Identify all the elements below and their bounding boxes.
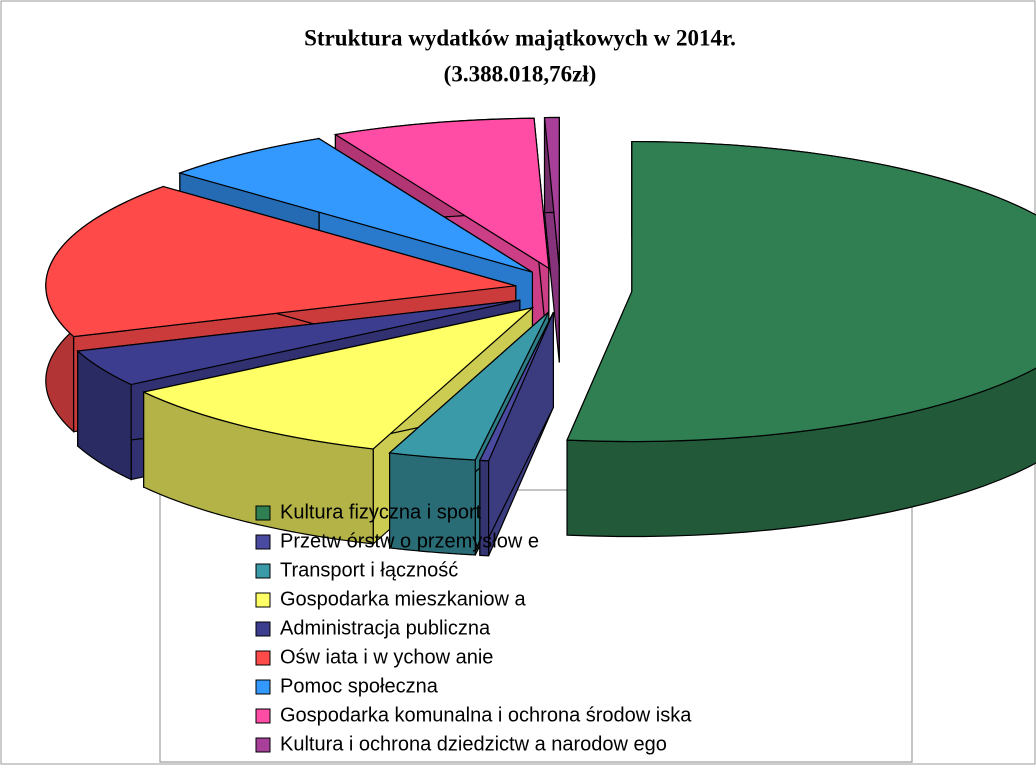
chart-title: Struktura wydatków majątkowych w 2014r. — [304, 25, 736, 50]
legend-label: Gospodarka komunalna i ochrona środow is… — [280, 704, 692, 726]
legend-swatch — [255, 650, 271, 666]
pie-slice — [543, 116, 560, 363]
slice-top — [141, 306, 535, 450]
legend-swatch — [255, 563, 271, 579]
legend-label: Kultura fizyczna i sport — [280, 501, 482, 523]
slice-top — [478, 311, 554, 462]
legend-swatch — [255, 592, 271, 608]
slice-top — [388, 311, 550, 461]
legend-swatch — [255, 679, 271, 695]
slice-top — [566, 140, 1036, 443]
chart-subtitle: (3.388.018,76zł) — [444, 61, 597, 86]
legend-label: Transport i łączność — [280, 559, 458, 581]
legend-label: Przetw órstw o przemysłow e — [280, 530, 539, 552]
legend-swatch — [255, 708, 271, 724]
slice-top — [45, 185, 516, 338]
legend-label: Gospodarka mieszkaniow a — [280, 588, 527, 610]
pie-slice — [566, 140, 1036, 538]
legend-swatch — [255, 534, 271, 550]
slice-top — [543, 116, 560, 268]
slice-top — [76, 299, 521, 386]
legend-label: Ośw iata i w ychow anie — [280, 646, 493, 668]
legend-label: Administracja publiczna — [280, 617, 491, 639]
slice-top — [333, 117, 550, 270]
legend-label: Kultura i ochrona dziedzictw a narodow e… — [280, 733, 667, 755]
legend-swatch — [255, 621, 271, 637]
legend-box — [159, 489, 913, 763]
pie-slice — [478, 311, 554, 557]
legend-swatch — [255, 505, 271, 521]
legend-swatch — [255, 737, 271, 753]
legend-label: Pomoc społeczna — [280, 675, 439, 697]
slice-top — [177, 137, 533, 273]
